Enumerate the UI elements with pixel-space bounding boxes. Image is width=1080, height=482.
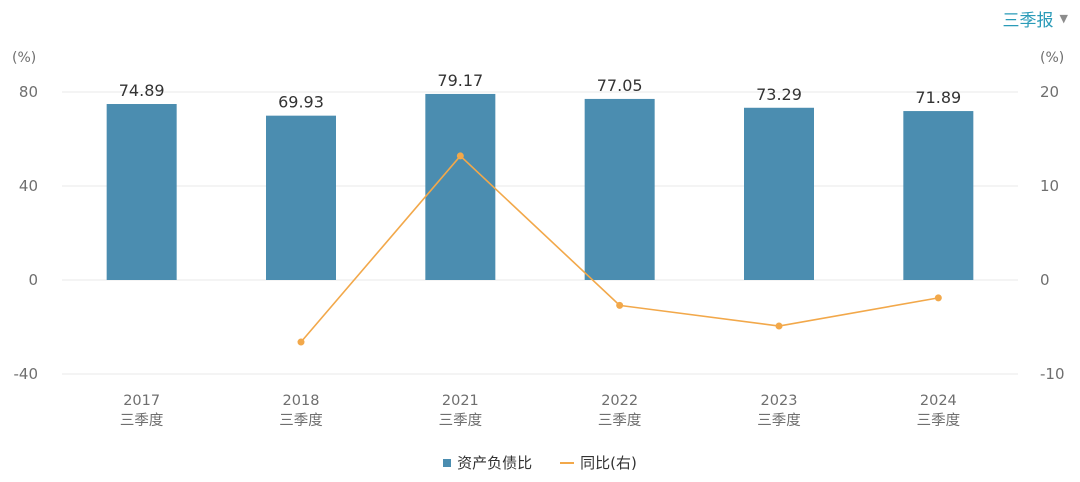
y-right-tick-label: 0 (1040, 271, 1050, 289)
legend-item-yoy[interactable]: 同比(右) (560, 452, 637, 473)
x-tick-label-year: 2024 (920, 393, 957, 409)
legend-swatch-line (560, 461, 575, 464)
legend-label-yoy: 同比(右) (580, 454, 637, 472)
period-selector[interactable]: 三季报 ▼ (1003, 6, 1068, 31)
bar (106, 104, 177, 280)
data-labels: 74.89 69.93 79.17 77.05 73.29 71.89 (119, 71, 961, 112)
bar-series (106, 93, 974, 281)
bar-value-label: 77.05 (597, 76, 643, 95)
y-right-unit: (%) (1040, 50, 1064, 66)
x-tick-label-year: 2017 (123, 393, 160, 409)
bar-value-label: 71.89 (915, 88, 961, 107)
y-left-tick-label: 40 (19, 177, 38, 195)
chevron-down-icon: ▼ (1059, 12, 1068, 25)
gridlines (62, 91, 1018, 375)
yoy-point (456, 152, 464, 160)
bar-value-label: 69.93 (278, 93, 324, 112)
yoy-point (616, 301, 624, 309)
bar-value-label: 73.29 (756, 85, 802, 104)
bar-value-label: 79.17 (437, 71, 483, 90)
x-tick-label-quarter: 三季度 (279, 412, 323, 429)
y-right-tick-label: 10 (1040, 177, 1059, 195)
bar (584, 98, 655, 281)
legend-label-debt-ratio: 资产负债比 (457, 454, 533, 472)
yoy-point (934, 294, 942, 302)
bar (266, 115, 336, 281)
y-right-tick-label: -10 (1040, 365, 1065, 383)
yoy-point (297, 338, 305, 346)
legend-item-debt-ratio[interactable]: 资产负债比 (443, 452, 532, 473)
x-tick-label-quarter: 三季度 (120, 412, 164, 429)
x-tick-label-quarter: 三季度 (439, 412, 483, 429)
y-left-tick-label: 0 (28, 271, 38, 289)
x-tick-label-quarter: 三季度 (757, 412, 801, 429)
x-tick-label-year: 2022 (601, 393, 638, 409)
bar (744, 107, 814, 281)
y-left-tick-label: 80 (19, 83, 38, 101)
y-right-tick-label: 20 (1040, 83, 1059, 101)
x-tick-label-quarter: 三季度 (917, 412, 961, 429)
legend: 资产负债比 同比(右) (0, 452, 1080, 473)
yoy-point (775, 322, 783, 330)
bar-value-label: 74.89 (119, 81, 165, 100)
legend-swatch-bar (443, 458, 452, 467)
axes: 80 40 0 -40 20 10 0 -10 (%) (%) 2017 三季度 2018 三季度 2021… (12, 50, 1065, 429)
x-tick-label-year: 2018 (283, 393, 320, 409)
bar (903, 111, 974, 280)
period-selector-label: 三季报 (1002, 11, 1054, 31)
x-tick-label-year: 2023 (761, 393, 798, 409)
bar (425, 93, 496, 280)
chart: 74.89 69.93 79.17 77.05 73.29 71.89 80 40 0 -40 2… (12, 50, 1065, 429)
y-left-unit: (%) (12, 50, 36, 66)
x-tick-label-quarter: 三季度 (598, 412, 642, 429)
y-left-tick-label: -40 (14, 365, 39, 383)
x-tick-label-year: 2021 (442, 393, 479, 409)
line-series (297, 152, 942, 346)
